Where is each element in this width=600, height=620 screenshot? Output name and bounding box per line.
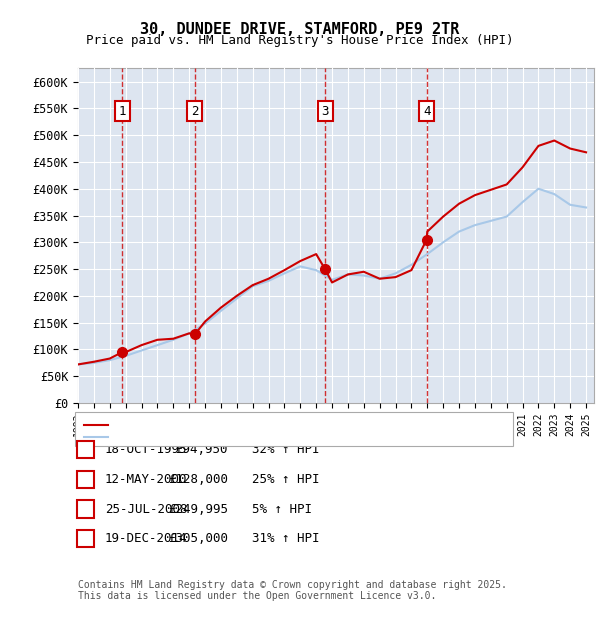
Text: 2: 2	[191, 105, 199, 118]
Text: 12-MAY-2000: 12-MAY-2000	[105, 473, 187, 485]
Text: 4: 4	[423, 105, 430, 118]
Text: 31% ↑ HPI: 31% ↑ HPI	[252, 533, 320, 545]
Text: 30, DUNDEE DRIVE, STAMFORD, PE9 2TR (detached house): 30, DUNDEE DRIVE, STAMFORD, PE9 2TR (det…	[114, 420, 465, 430]
Text: £305,000: £305,000	[168, 533, 228, 545]
Text: Contains HM Land Registry data © Crown copyright and database right 2025.
This d: Contains HM Land Registry data © Crown c…	[78, 580, 507, 601]
Text: 25% ↑ HPI: 25% ↑ HPI	[252, 473, 320, 485]
Text: £249,995: £249,995	[168, 503, 228, 515]
Text: 30, DUNDEE DRIVE, STAMFORD, PE9 2TR: 30, DUNDEE DRIVE, STAMFORD, PE9 2TR	[140, 22, 460, 37]
Text: £94,950: £94,950	[176, 443, 228, 456]
Text: 3: 3	[82, 503, 89, 515]
Text: 1: 1	[82, 443, 89, 456]
Text: 18-OCT-1995: 18-OCT-1995	[105, 443, 187, 456]
Text: 2: 2	[82, 473, 89, 485]
Text: Price paid vs. HM Land Registry's House Price Index (HPI): Price paid vs. HM Land Registry's House …	[86, 34, 514, 47]
Text: 19-DEC-2014: 19-DEC-2014	[105, 533, 187, 545]
Text: 32% ↑ HPI: 32% ↑ HPI	[252, 443, 320, 456]
Text: 3: 3	[321, 105, 329, 118]
Text: 1: 1	[119, 105, 126, 118]
Text: HPI: Average price, detached house, South Kesteven: HPI: Average price, detached house, Sout…	[114, 432, 452, 442]
Text: £128,000: £128,000	[168, 473, 228, 485]
Text: 5% ↑ HPI: 5% ↑ HPI	[252, 503, 312, 515]
Text: 4: 4	[82, 533, 89, 545]
Text: 25-JUL-2008: 25-JUL-2008	[105, 503, 187, 515]
